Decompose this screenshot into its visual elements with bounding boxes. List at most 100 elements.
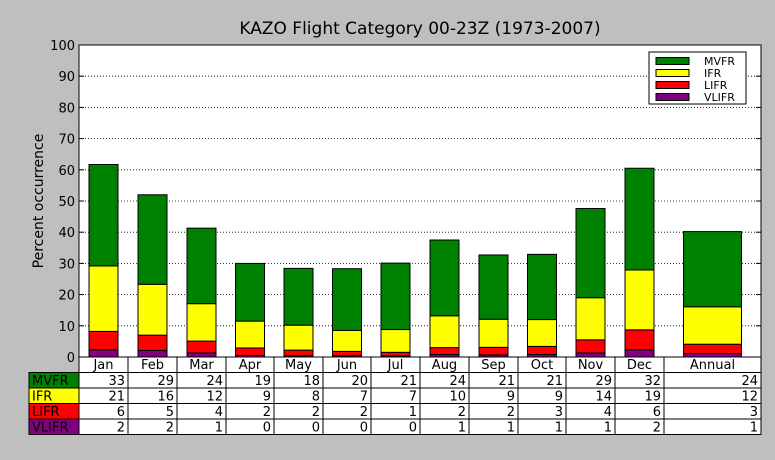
table-value-lifr: 2	[263, 405, 271, 420]
table-value-lifr: 2	[507, 405, 515, 420]
table-value-lifr: 6	[117, 405, 125, 420]
table-row-label-ifr: IFR	[32, 390, 52, 405]
x-tick-label: Apr	[239, 358, 262, 373]
table-row-label-mvfr: MVFR	[32, 374, 69, 389]
table-value-vlifr: 1	[604, 421, 612, 436]
bar-lifr-jul	[380, 351, 411, 357]
y-tick-label: 20	[58, 289, 75, 304]
table-value-ifr: 16	[157, 390, 174, 405]
x-tick-label: May	[285, 358, 312, 373]
table-value-ifr: 8	[312, 390, 320, 405]
x-tick-label: Jan	[92, 358, 113, 373]
bar-lifr-annual	[683, 343, 742, 355]
bar-mvfr-sep	[478, 254, 509, 320]
table-value-vlifr: 1	[215, 421, 223, 436]
table-value-lifr: 5	[166, 405, 174, 420]
table-value-lifr: 1	[409, 405, 417, 420]
legend-label-ifr: IFR	[704, 67, 722, 80]
table-value-ifr: 19	[644, 390, 661, 405]
table-value-vlifr: 2	[117, 421, 125, 436]
bar-ifr-mar	[186, 303, 217, 342]
x-tick-label: Oct	[531, 358, 553, 373]
bar-lifr-dec	[624, 329, 655, 351]
bar-ifr-dec	[624, 269, 655, 331]
y-tick-label: 60	[58, 164, 75, 179]
table-cell	[663, 418, 762, 435]
table-value-ifr: 10	[449, 390, 466, 405]
table-value-vlifr: 1	[750, 421, 758, 436]
table-value-lifr: 4	[215, 405, 223, 420]
data-table: Jan Feb Mar Apr May Jun Jul Aug Sep Oct Nov Dec Annu…	[28, 356, 762, 436]
x-tick-label: Jun	[336, 358, 357, 373]
bar-mvfr-dec	[624, 167, 655, 271]
x-tick-label: Sep	[481, 358, 506, 373]
table-value-ifr: 9	[263, 390, 271, 405]
table-value-vlifr: 0	[409, 421, 417, 436]
legend-label-mvfr: MVFR	[704, 55, 735, 68]
y-tick-label: 30	[58, 257, 75, 272]
bar-mvfr-oct	[527, 253, 557, 321]
bar-vlifr-jan	[88, 349, 119, 358]
legend-label-lifr: LIFR	[704, 79, 728, 92]
bar-lifr-may	[283, 349, 314, 357]
table-value-ifr: 12	[206, 390, 223, 405]
bar-vlifr-annual	[683, 353, 742, 358]
bar-mvfr-aug	[429, 239, 460, 317]
table-value-ifr: 7	[409, 390, 417, 405]
table-value-lifr: 2	[312, 405, 320, 420]
table-value-vlifr: 0	[263, 421, 271, 436]
bar-mvfr-jul	[380, 262, 411, 331]
bar-ifr-sep	[478, 318, 509, 348]
bar-lifr-jun	[332, 350, 362, 357]
bar-lifr-oct	[527, 345, 557, 356]
bar-lifr-apr	[235, 347, 265, 356]
chart-title: KAZO Flight Category 00-23Z (1973-2007)	[239, 19, 600, 39]
table-value-ifr: 21	[108, 390, 125, 405]
bar-mvfr-jun	[332, 268, 362, 331]
table-value-ifr: 9	[555, 390, 563, 405]
table-value-vlifr: 0	[360, 421, 368, 436]
y-tick-label: 40	[58, 226, 75, 241]
bar-vlifr-mar	[186, 352, 217, 358]
table-value-lifr: 4	[604, 405, 612, 420]
bar-ifr-aug	[429, 315, 460, 349]
table-value-mvfr: 24	[741, 374, 758, 389]
y-tick-label: 50	[58, 195, 75, 210]
table-value-mvfr: 21	[498, 374, 515, 389]
bar-lifr-mar	[186, 340, 217, 354]
bar-ifr-annual	[683, 306, 742, 345]
y-tick-label: 0	[67, 351, 75, 366]
table-value-mvfr: 32	[644, 374, 661, 389]
table-value-vlifr: 1	[507, 421, 515, 436]
table-value-vlifr: 2	[166, 421, 174, 436]
table-value-mvfr: 24	[206, 374, 223, 389]
table-value-mvfr: 29	[595, 374, 612, 389]
table-value-lifr: 3	[555, 405, 563, 420]
table-value-mvfr: 21	[400, 374, 417, 389]
table-value-vlifr: 0	[312, 421, 320, 436]
table-value-mvfr: 18	[303, 374, 320, 389]
bar-vlifr-dec	[624, 349, 655, 358]
table-value-mvfr: 21	[546, 374, 563, 389]
x-tick-label: Nov	[578, 358, 604, 373]
bar-lifr-jan	[88, 330, 119, 351]
table-value-ifr: 7	[360, 390, 368, 405]
y-axis-label: Percent occurrence	[31, 134, 47, 269]
y-tick-label: 100	[50, 39, 75, 54]
table-value-mvfr: 33	[108, 374, 125, 389]
bar-ifr-apr	[235, 320, 265, 349]
bar-vlifr-nov	[575, 352, 606, 358]
bar-mvfr-nov	[575, 207, 606, 299]
table-value-lifr: 2	[360, 405, 368, 420]
table-row-label-lifr: LIFR	[32, 405, 60, 420]
table-value-mvfr: 24	[449, 374, 466, 389]
legend-swatch-vlifr	[655, 93, 690, 101]
x-tick-label: Annual	[690, 358, 735, 373]
y-tick-label: 90	[58, 70, 75, 85]
x-tick-label: Jul	[387, 358, 404, 373]
table-value-ifr: 9	[507, 390, 515, 405]
y-tick-label: 10	[58, 320, 75, 335]
y-tick-label: 70	[58, 133, 75, 148]
